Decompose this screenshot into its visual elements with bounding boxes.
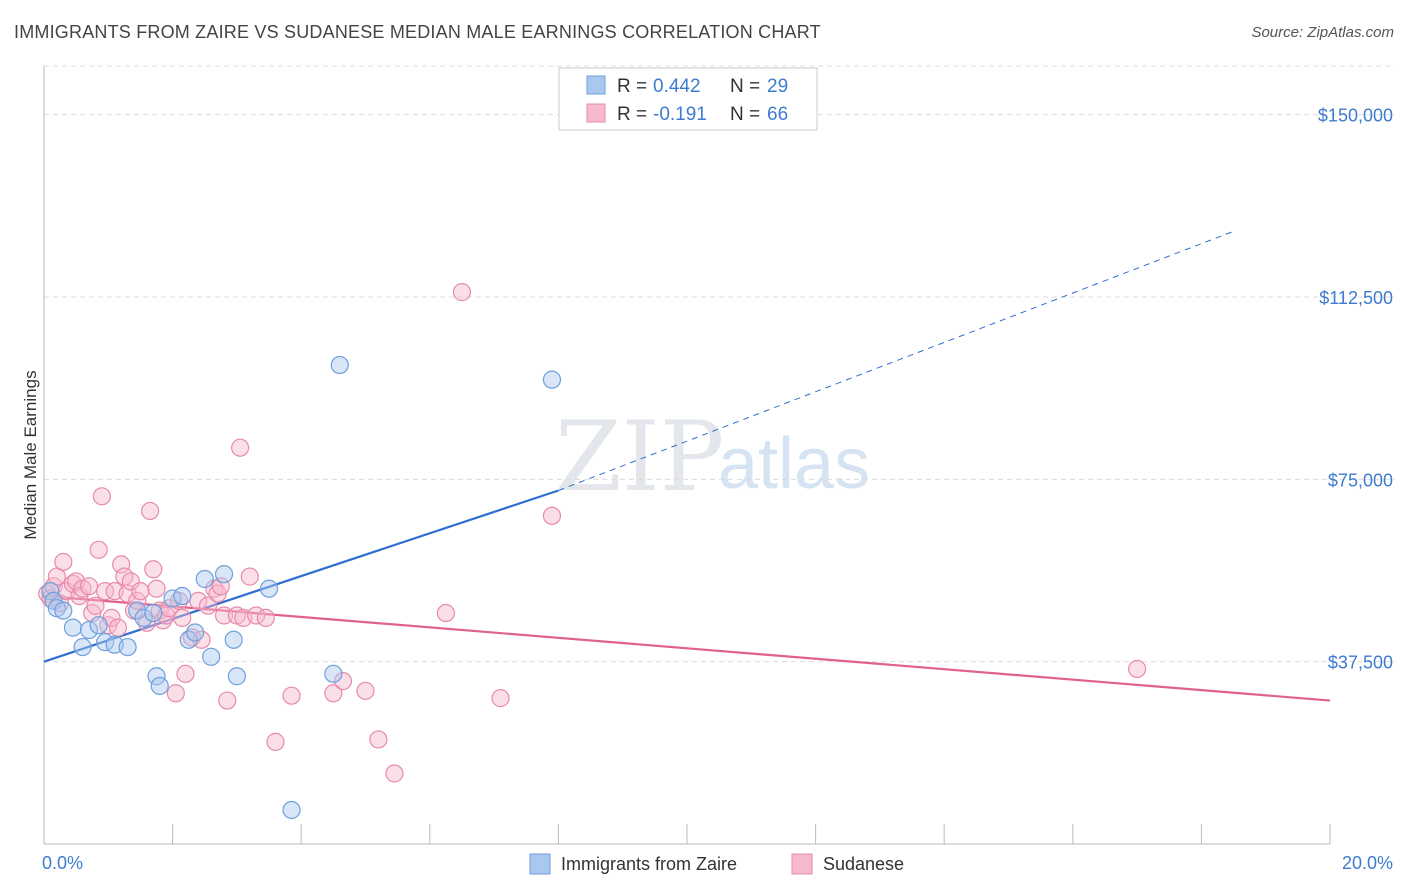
data-point-zaire <box>330 355 349 375</box>
data-point-sudanese <box>173 608 192 627</box>
data-point-zaire <box>63 618 83 637</box>
data-point-zaire <box>324 664 343 683</box>
data-point-zaire <box>259 579 279 598</box>
data-point-zaire <box>542 370 562 389</box>
data-point-zaire <box>79 620 99 640</box>
data-point-zaire <box>54 601 73 620</box>
data-point-zaire <box>195 569 214 589</box>
data-point-sudanese <box>131 582 150 601</box>
data-point-sudanese <box>147 579 166 598</box>
legend-n-label-zaire: N = <box>730 76 760 97</box>
data-point-sudanese <box>95 582 115 601</box>
series-swatch-zaire <box>529 853 551 875</box>
data-point-sudanese <box>333 672 353 691</box>
series-legend: Immigrants from Zaire Sudanese <box>529 853 904 875</box>
data-point-zaire <box>227 667 246 686</box>
data-point-sudanese <box>198 596 218 615</box>
gridlines <box>44 65 1395 663</box>
data-point-sudanese <box>176 664 195 683</box>
y-tick-labels: $150,000 $112,500 $75,000 $37,500 <box>1318 106 1393 673</box>
chart-title: IMMIGRANTS FROM ZAIRE VS SUDANESE MEDIAN… <box>14 22 821 42</box>
y-tick-label: $37,500 <box>1328 653 1393 673</box>
y-axis-label: Median Male Earnings <box>21 370 40 539</box>
data-point-sudanese <box>452 283 472 302</box>
data-point-sudanese <box>256 608 275 627</box>
data-points <box>38 283 1147 820</box>
series-label-zaire: Immigrants from Zaire <box>561 854 737 874</box>
y-tick-label: $150,000 <box>1318 106 1393 126</box>
data-point-sudanese <box>214 606 234 625</box>
data-point-sudanese <box>491 689 510 708</box>
data-point-zaire <box>89 616 108 635</box>
data-point-sudanese <box>542 506 562 525</box>
x-tick-label-min: 0.0% <box>42 853 83 873</box>
data-point-sudanese <box>92 487 111 506</box>
data-point-zaire <box>173 586 192 606</box>
series-label-sudanese: Sudanese <box>823 854 904 874</box>
correlation-legend: R = 0.442 N = 29 R = -0.191 N = 66 <box>558 67 818 131</box>
legend-n-label-sudanese: N = <box>730 104 760 125</box>
data-point-sudanese <box>218 691 237 710</box>
legend-swatch-sudanese <box>586 103 606 123</box>
data-point-sudanese <box>282 686 301 705</box>
legend-swatch-zaire <box>586 75 606 95</box>
series-swatch-sudanese <box>791 853 813 875</box>
data-point-zaire <box>150 676 169 696</box>
watermark-atlas: atlas <box>718 424 870 504</box>
data-point-zaire <box>186 623 205 642</box>
data-point-sudanese <box>356 681 375 700</box>
legend-n-value-zaire: 29 <box>767 76 788 97</box>
data-point-sudanese <box>140 501 160 521</box>
y-tick-label: $75,000 <box>1328 470 1393 490</box>
data-point-zaire <box>144 603 163 623</box>
legend-r-label-sudanese: R = <box>617 104 647 125</box>
data-point-sudanese <box>128 591 147 610</box>
data-point-zaire <box>282 800 301 820</box>
source-label: Source: ZipAtlas.com <box>1251 24 1394 41</box>
data-point-sudanese <box>436 603 455 623</box>
data-point-sudanese <box>385 764 404 783</box>
x-tick-label-max: 20.0% <box>1342 853 1393 873</box>
data-point-sudanese <box>1127 659 1147 679</box>
data-point-sudanese <box>89 540 108 559</box>
legend-r-label-zaire: R = <box>617 76 647 97</box>
legend-r-value-sudanese: -0.191 <box>653 104 707 125</box>
data-point-sudanese <box>369 730 388 749</box>
data-point-zaire <box>118 637 137 657</box>
data-point-zaire <box>224 630 243 649</box>
data-point-zaire <box>41 582 60 601</box>
data-point-sudanese <box>86 596 105 615</box>
data-point-sudanese <box>38 584 57 603</box>
data-point-zaire <box>147 667 166 686</box>
data-point-sudanese <box>121 572 140 591</box>
data-point-zaire <box>214 565 234 584</box>
data-point-zaire <box>179 630 198 649</box>
data-point-sudanese <box>324 684 343 703</box>
data-point-sudanese <box>240 567 259 586</box>
data-point-sudanese <box>266 732 285 751</box>
data-point-sudanese <box>108 618 128 637</box>
data-point-zaire <box>134 608 153 627</box>
watermark-zip: ZIP <box>555 401 724 513</box>
legend-n-value-sudanese: 66 <box>767 104 788 125</box>
data-point-sudanese <box>231 438 250 457</box>
y-tick-label: $112,500 <box>1319 288 1393 308</box>
trend-line-0 <box>43 489 559 663</box>
data-point-sudanese <box>79 577 99 596</box>
data-point-sudanese <box>54 552 73 572</box>
data-point-zaire <box>73 637 92 657</box>
x-ticks <box>43 824 1331 844</box>
trend-line-extension-0 <box>558 230 1234 491</box>
data-point-sudanese <box>144 560 163 579</box>
data-point-sudanese <box>192 630 211 649</box>
data-point-sudanese <box>166 684 185 703</box>
legend-r-value-zaire: 0.442 <box>653 76 701 97</box>
data-point-zaire <box>202 647 221 666</box>
